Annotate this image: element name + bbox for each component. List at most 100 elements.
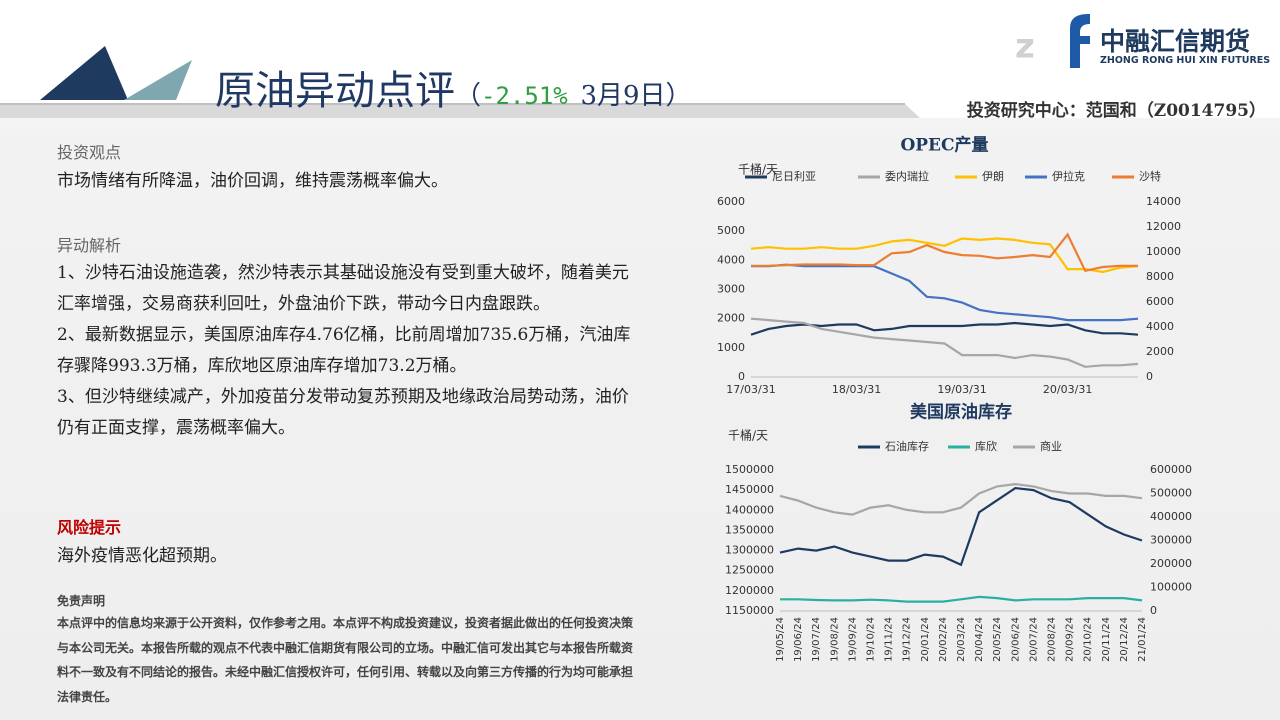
series-line [779,482,1143,516]
series-line [751,232,1138,273]
x-tick-label: 19/05/24 [775,617,786,662]
paragraph: 2、最新数据显示，美国原油库存4.76亿桶，比前周增加735.6万桶，汽油库存骤… [57,325,631,376]
paren: （ [455,81,482,111]
logo-name: 中融汇信期货 [1100,27,1251,56]
logo-watermark: z [1015,27,1035,67]
y2-tick-label: 12000 [1146,220,1181,233]
paragraph: 市场情绪有所降温，油价回调，维持震荡概率偏大。 [57,171,448,191]
x-tick-label: 20/06/24 [1010,617,1021,662]
y-tick-label: 1450000 [725,483,774,496]
legend-label: 库欣 [975,439,997,453]
x-tick-label: 20/05/24 [992,617,1003,662]
legend-label: 伊拉克 [1052,169,1085,183]
chart-title: 美国原油库存 [910,402,1012,423]
section-heading: 风险提示 [57,518,122,537]
x-tick-label: 21/01/24 [1137,617,1148,662]
author: 投资研究中心：范国和（Z0014795） [966,101,1266,121]
x-tick-label: 19/06/24 [793,617,804,662]
y2-tick-label: 600000 [1150,463,1192,476]
y-tick-label: 4000 [717,253,745,266]
y-tick-label: 3000 [717,283,745,296]
y2-tick-label: 10000 [1146,245,1181,258]
series-line [751,263,1139,322]
x-tick-label: 20/04/24 [974,617,985,662]
y-tick-label: 5000 [717,224,745,237]
series-line [750,317,1139,368]
y-tick-label: 1300000 [725,544,774,557]
x-tick-label: 18/03/31 [832,383,881,396]
x-tick-label: 20/07/24 [1028,617,1039,662]
y-tick-label: 6000 [717,195,745,208]
x-tick-label: 19/11/24 [884,617,895,662]
axis-unit: 千桶/天 [738,162,778,177]
y2-tick-label: 6000 [1146,295,1174,308]
series-line [779,486,1143,567]
y-tick-label: 1400000 [725,503,774,516]
legend-label: 委内瑞拉 [885,169,929,183]
y-tick-label: 1150000 [725,604,774,617]
y2-tick-label: 4000 [1146,320,1174,333]
logo-english: ZHONG RONG HUI XIN FUTURES [1100,55,1271,66]
y2-tick-label: 500000 [1150,487,1192,500]
y-tick-label: 1000 [717,341,745,354]
legend-label: 尼日利亚 [772,170,816,183]
x-tick-label: 20/11/24 [1101,617,1112,662]
header-rule [0,104,920,118]
title-text: 原油异动点评 [215,68,455,114]
y-tick-label: 1250000 [725,564,774,577]
deco-triangle [40,46,128,100]
paren: ） [665,81,692,111]
x-tick-label: 20/12/24 [1119,617,1130,662]
title: 原油异动点评（-2.51% 3月9日） [215,58,692,116]
date: 3月9日 [580,81,666,111]
legend-label: 商业 [1040,439,1062,453]
x-tick-label: 20/08/24 [1047,617,1058,662]
series-line [750,321,1139,336]
y2-tick-label: 400000 [1150,510,1192,523]
series-line [750,237,1139,274]
y-tick-label: 1350000 [725,523,774,536]
y-tick-label: 0 [738,370,745,383]
x-tick-label: 19/03/31 [937,383,986,396]
change: -2.51% [481,82,568,110]
axis-unit: 千桶/天 [728,428,768,443]
section-heading: 投资观点 [57,143,122,162]
paragraph: 1、沙特石油设施造袭，然沙特表示其基础设施没有受到重大破坏，随着美元汇率增强，交… [57,263,629,314]
legend-label: 沙特 [1139,169,1161,183]
disclaimer-heading: 免责声明 [57,594,106,608]
y-tick-label: 1200000 [725,584,774,597]
x-tick-label: 20/10/24 [1083,617,1094,662]
x-tick-label: 19/12/24 [902,617,913,662]
x-tick-label: 19/07/24 [811,617,822,662]
y-tick-label: 2000 [717,312,745,325]
series-line [780,595,1143,603]
y2-tick-label: 0 [1146,370,1153,383]
legend-label: 伊朗 [982,170,1004,183]
y2-tick-label: 100000 [1150,581,1192,594]
header-band [0,0,1280,118]
y2-tick-label: 14000 [1146,195,1181,208]
y2-tick-label: 2000 [1146,345,1174,358]
y2-tick-label: 300000 [1150,534,1192,547]
legend-label: 石油库存 [885,439,929,453]
y2-tick-label: 8000 [1146,270,1174,283]
deco-triangle [124,60,192,100]
x-tick-label: 19/10/24 [866,617,877,662]
x-tick-label: 20/01/24 [920,617,931,662]
x-tick-label: 20/09/24 [1065,617,1076,662]
x-tick-label: 19/08/24 [829,617,840,662]
chart-title: OPEC产量 [900,135,988,156]
x-tick-label: 20/03/31 [1043,383,1092,396]
x-tick-label: 20/03/24 [956,617,967,662]
logo-icon [1070,14,1090,68]
section-heading: 异动解析 [57,236,122,255]
x-tick-label: 17/03/31 [726,383,775,396]
disclaimer: 本点评中的信息均来源于公开资料，仅作参考之用。本点评不构成投资建议，投资者据此做… [57,616,634,704]
x-tick-label: 19/09/24 [847,617,858,662]
analysis-body: 1、沙特石油设施造袭，然沙特表示其基础设施没有受到重大破坏，随着美元汇率增强，交… [57,258,632,444]
x-tick-label: 20/02/24 [938,617,949,662]
paragraph: 3、但沙特继续减产，外加疫苗分发带动复苏预期及地缘政治局势动荡，油价仍有正面支撑… [57,387,629,438]
y2-tick-label: 200000 [1150,557,1192,570]
